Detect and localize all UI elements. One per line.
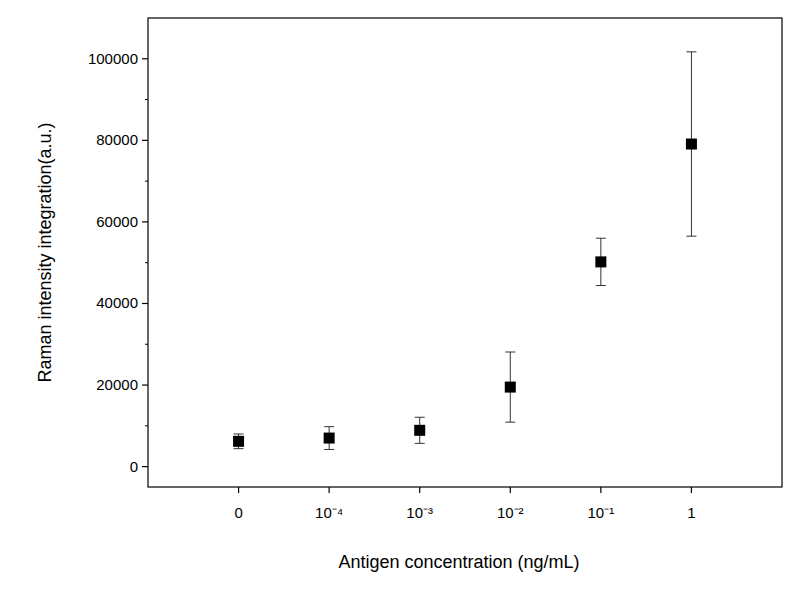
y-minor-tick [145, 262, 148, 263]
error-bar-cap [234, 448, 244, 449]
y-tick [142, 384, 148, 385]
error-bar-cap [686, 51, 696, 52]
error-bar-cap [415, 417, 425, 418]
error-bar [686, 52, 696, 236]
x-axis-label: Antigen concentration (ng/mL) [338, 552, 579, 572]
y-minor-tick [145, 425, 148, 426]
y-tick-label: 20000 [96, 376, 138, 393]
error-bar-cap [686, 236, 696, 237]
error-bar-cap [596, 238, 606, 239]
error-bar [234, 434, 244, 449]
x-tick [600, 487, 601, 493]
y-tick [142, 140, 148, 141]
x-tick [238, 487, 239, 493]
x-tick-label: 1 [687, 504, 695, 521]
data-point [505, 382, 516, 393]
error-bar-cap [234, 433, 244, 434]
y-tick-label: 100000 [88, 50, 138, 67]
chart-svg: 0 20000 40000 60000 80000 100000 0 10⁻⁴ 10⁻³ 10⁻²… [0, 0, 812, 592]
y-tick [142, 58, 148, 59]
y-minor-tick [145, 344, 148, 345]
data-point [686, 139, 697, 150]
x-tick-label: 10⁻⁴ [315, 504, 343, 521]
error-bar [505, 352, 515, 422]
x-tick-label: 0 [234, 504, 242, 521]
error-bar [596, 238, 606, 285]
error-bar-cap [505, 422, 515, 423]
data-point [414, 425, 425, 436]
y-tick-label: 80000 [96, 131, 138, 148]
y-tick [142, 466, 148, 467]
error-bar-cap [505, 352, 515, 353]
data-point [595, 256, 606, 267]
x-tick-label: 10⁻¹ [588, 504, 615, 521]
y-tick-label: 40000 [96, 294, 138, 311]
error-bar [415, 417, 425, 443]
chart-container: 0 20000 40000 60000 80000 100000 0 10⁻⁴ 10⁻³ 10⁻²… [0, 0, 812, 592]
x-tick [329, 487, 330, 493]
y-axis-label: Raman intensity integration(a.u.) [35, 122, 55, 382]
y-tick-label: 0 [130, 458, 138, 475]
marks [233, 52, 697, 450]
y-minor-tick [145, 99, 148, 100]
y-tick [142, 221, 148, 222]
error-bar-cap [324, 426, 334, 427]
data-point [324, 433, 335, 444]
y-tick-label: 60000 [96, 213, 138, 230]
y-tick [142, 303, 148, 304]
x-tick [419, 487, 420, 493]
y-minor-tick [145, 181, 148, 182]
error-bar-cap [324, 449, 334, 450]
x-tick-label: 10⁻³ [406, 504, 433, 521]
x-tick [691, 487, 692, 493]
data-point [233, 436, 244, 447]
x-tick [510, 487, 511, 493]
error-bar-cap [415, 443, 425, 444]
error-bar-cap [596, 285, 606, 286]
error-bar [324, 427, 334, 450]
x-tick-label: 10⁻² [497, 504, 524, 521]
plot-frame [148, 18, 782, 487]
